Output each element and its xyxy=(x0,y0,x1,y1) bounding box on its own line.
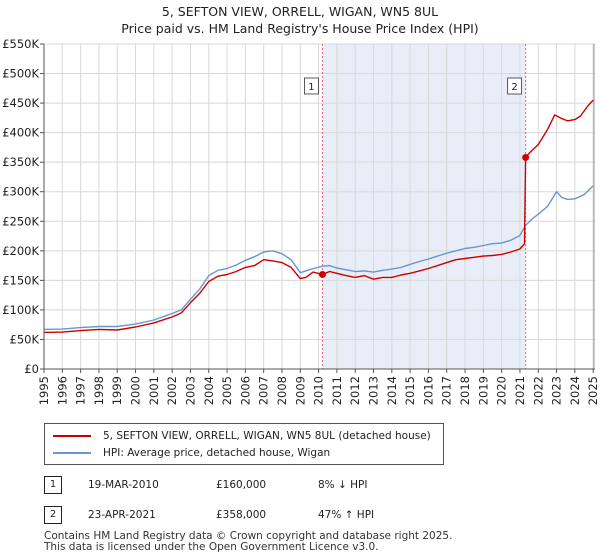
y-tick-label: £100K xyxy=(2,303,39,317)
x-tick-label: 1996 xyxy=(55,376,69,405)
price-chart: 1 2 £0 £50K £100K £150K £200K £250K £300K £350K £4… xyxy=(2,37,600,405)
x-tick-label: 2022 xyxy=(531,376,545,405)
x-tick-label: 2012 xyxy=(348,376,362,405)
x-tick-label: 2016 xyxy=(421,376,435,405)
legend-label-hpi: HPI: Average price, detached house, Wiga… xyxy=(103,447,331,459)
x-tick-label: 2009 xyxy=(293,376,307,405)
x-tick-label: 2017 xyxy=(440,376,454,405)
sale-date: 23-APR-2021 xyxy=(88,509,156,521)
x-tick-label: 2014 xyxy=(385,376,399,405)
y-tick-label: £450K xyxy=(2,96,39,110)
legend-label-property: 5, SEFTON VIEW, ORRELL, WIGAN, WN5 8UL (… xyxy=(103,430,431,442)
chart-subtitle: Price paid vs. HM Land Registry's House … xyxy=(121,21,479,36)
x-tick-label: 2001 xyxy=(147,376,161,405)
sale-number-badge: 1 xyxy=(44,476,62,494)
sale-hpi-change: 47% ↑ HPI xyxy=(318,509,375,521)
footer-licence: This data is licensed under the Open Gov… xyxy=(44,541,379,553)
sale-point xyxy=(522,153,530,161)
sale-hpi-change: 8% ↓ HPI xyxy=(318,479,368,491)
x-tick-label: 2023 xyxy=(550,376,564,405)
y-tick-label: £150K xyxy=(2,273,39,287)
x-tick-label: 1995 xyxy=(37,376,51,405)
shaded-ownership-period xyxy=(322,44,526,369)
chart-title: 5, SEFTON VIEW, ORRELL, WIGAN, WN5 8UL xyxy=(161,4,439,19)
sale-label-text: 1 xyxy=(308,82,314,93)
x-tick-label: 2024 xyxy=(568,376,582,405)
sale-row: 2 23-APR-2021 £358,000 47% ↑ HPI xyxy=(44,506,464,526)
footer-copyright: Contains HM Land Registry data © Crown c… xyxy=(44,530,453,542)
x-tick-label: 2019 xyxy=(476,376,490,405)
y-tick-label: £550K xyxy=(2,37,39,51)
x-tick-label: 2003 xyxy=(183,376,197,405)
x-tick-label: 2007 xyxy=(257,376,271,405)
sale-label-text: 2 xyxy=(511,82,517,93)
x-tick-label: 2005 xyxy=(220,376,234,405)
x-tick-label: 2011 xyxy=(330,376,344,405)
sale-point xyxy=(318,270,326,278)
sale-label-box xyxy=(304,77,319,95)
x-tick-label: 2013 xyxy=(367,376,381,405)
y-tick-label: £0 xyxy=(24,362,39,376)
sale-label-box xyxy=(507,77,523,95)
y-tick-label: £250K xyxy=(2,214,39,228)
x-tick-label: 1998 xyxy=(92,376,106,405)
sale-number-badge: 2 xyxy=(44,506,62,524)
legend-swatch-property xyxy=(53,435,91,437)
x-tick-label: 2004 xyxy=(202,376,216,405)
y-tick-label: £300K xyxy=(2,185,39,199)
sale-row: 1 19-MAR-2010 £160,000 8% ↓ HPI xyxy=(44,476,464,496)
x-tick-label: 1997 xyxy=(74,376,88,405)
x-tick-label: 2000 xyxy=(129,376,143,405)
y-tick-label: £350K xyxy=(2,155,39,169)
y-tick-label: £400K xyxy=(2,126,39,140)
legend-swatch-hpi xyxy=(53,452,91,454)
x-tick-label: 2021 xyxy=(513,376,527,405)
y-tick-label: £200K xyxy=(2,244,39,258)
legend-item-hpi: HPI: Average price, detached house, Wiga… xyxy=(53,445,330,461)
x-tick-label: 2025 xyxy=(586,376,600,405)
x-tick-label: 2018 xyxy=(458,376,472,405)
sale-price: £358,000 xyxy=(216,509,267,521)
x-tick-label: 2008 xyxy=(275,376,289,405)
legend: 5, SEFTON VIEW, ORRELL, WIGAN, WN5 8UL (… xyxy=(44,423,444,465)
y-tick-label: £50K xyxy=(10,332,40,346)
sale-date: 19-MAR-2010 xyxy=(88,479,159,491)
footer: Contains HM Land Registry data © Crown c… xyxy=(44,531,452,553)
sale-price: £160,000 xyxy=(216,479,267,491)
x-tick-label: 2006 xyxy=(238,376,252,405)
x-tick-label: 2020 xyxy=(495,376,509,405)
legend-item-property: 5, SEFTON VIEW, ORRELL, WIGAN, WN5 8UL (… xyxy=(53,428,431,444)
x-tick-label: 1999 xyxy=(110,376,124,405)
x-tick-label: 2015 xyxy=(403,376,417,405)
x-tick-label: 2002 xyxy=(165,376,179,405)
x-tick-label: 2010 xyxy=(312,376,326,405)
y-tick-label: £500K xyxy=(2,67,39,81)
